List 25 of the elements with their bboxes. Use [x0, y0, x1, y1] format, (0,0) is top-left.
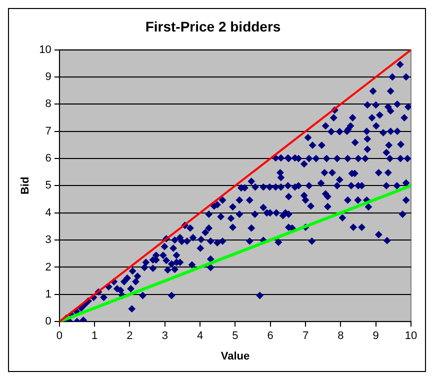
- x-tick-label: 2: [126, 330, 133, 342]
- x-tick-label: 0: [56, 330, 62, 342]
- y-tick-label: 2: [45, 261, 52, 274]
- y-tick-label: 1: [45, 288, 52, 300]
- y-tick-label: 9: [45, 71, 52, 84]
- y-tick-label: 7: [45, 125, 52, 138]
- x-tick-label: 1: [92, 330, 98, 342]
- x-tick-label: 3: [162, 330, 168, 342]
- y-tick-label: 10: [39, 44, 52, 56]
- chart-title: First-Price 2 bidders: [145, 18, 281, 34]
- x-tick-label: 8: [338, 330, 344, 342]
- x-tick-label: 10: [404, 330, 418, 342]
- y-tick-label: 4: [45, 206, 52, 219]
- y-tick-label: 6: [45, 152, 52, 165]
- x-tick-label: 9: [372, 330, 379, 342]
- x-tick-label: 5: [232, 330, 238, 342]
- x-tick-label: 6: [267, 330, 274, 342]
- y-tick-label: 3: [45, 234, 52, 246]
- x-axis-title: Value: [220, 350, 250, 362]
- y-axis-title: Bid: [20, 176, 32, 195]
- y-tick-label: 5: [45, 180, 52, 192]
- y-tick-label: 0: [45, 316, 52, 328]
- y-tick-label: 8: [45, 98, 52, 110]
- x-tick-label: 4: [197, 330, 204, 342]
- x-tick-label: 7: [302, 330, 309, 342]
